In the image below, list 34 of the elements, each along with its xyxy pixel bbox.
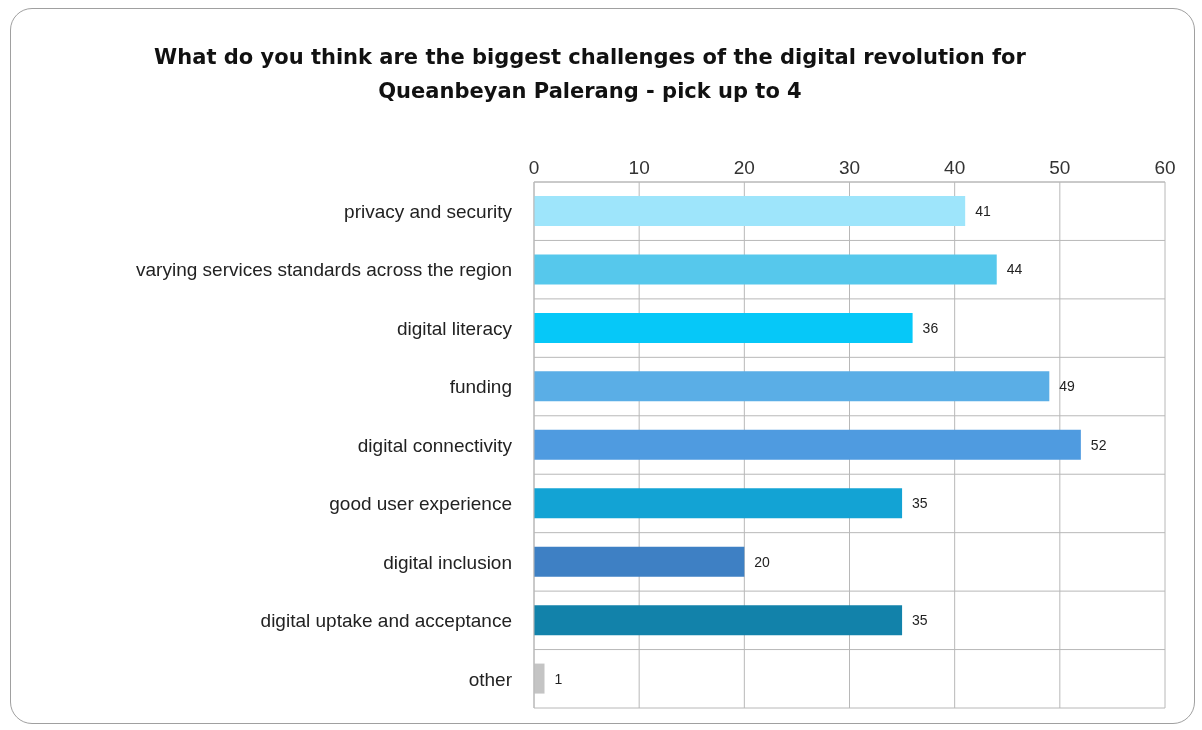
y-tick-label: funding: [449, 376, 512, 398]
bar: [534, 488, 903, 519]
data-label: 35: [912, 495, 928, 512]
data-label: 20: [754, 553, 771, 570]
data-label: 35: [912, 612, 928, 629]
y-tick-label: varying services standards across the region: [136, 259, 512, 281]
x-tick-label: 60: [1154, 157, 1176, 178]
x-tick-label: 0: [528, 157, 540, 178]
x-tick-label: 50: [1049, 157, 1071, 178]
data-label: 49: [1059, 378, 1076, 395]
bar: [534, 429, 1081, 460]
y-tick-label: digital connectivity: [357, 434, 513, 456]
data-label: 1: [554, 670, 563, 687]
chart-title: What do you think are the biggest challenges of the digital revolution for Queanbeyan Palerang - pick up to 4: [153, 44, 1027, 105]
data-label: 41: [975, 203, 991, 219]
data-label: 52: [1090, 436, 1107, 453]
y-tick-label: digital literacy: [396, 317, 513, 339]
y-tick-label: digital inclusion: [383, 551, 512, 573]
x-tick-label: 10: [628, 157, 650, 178]
y-tick-label: privacy and security: [344, 200, 513, 222]
x-tick-label: 30: [838, 157, 861, 178]
y-tick-label: good user experience: [329, 493, 512, 515]
bar: [534, 196, 966, 227]
x-tick-label: 40: [944, 157, 966, 178]
y-tick-label: other: [468, 668, 513, 690]
bar: [534, 312, 913, 343]
x-tick-label: 20: [733, 157, 755, 178]
bar: [534, 371, 1050, 402]
bar: [534, 605, 903, 636]
y-tick-label: digital uptake and acceptance: [260, 610, 512, 632]
data-label: 44: [1006, 261, 1023, 278]
data-label: 36: [922, 319, 939, 336]
bar: [534, 546, 745, 577]
bar: [534, 254, 997, 285]
